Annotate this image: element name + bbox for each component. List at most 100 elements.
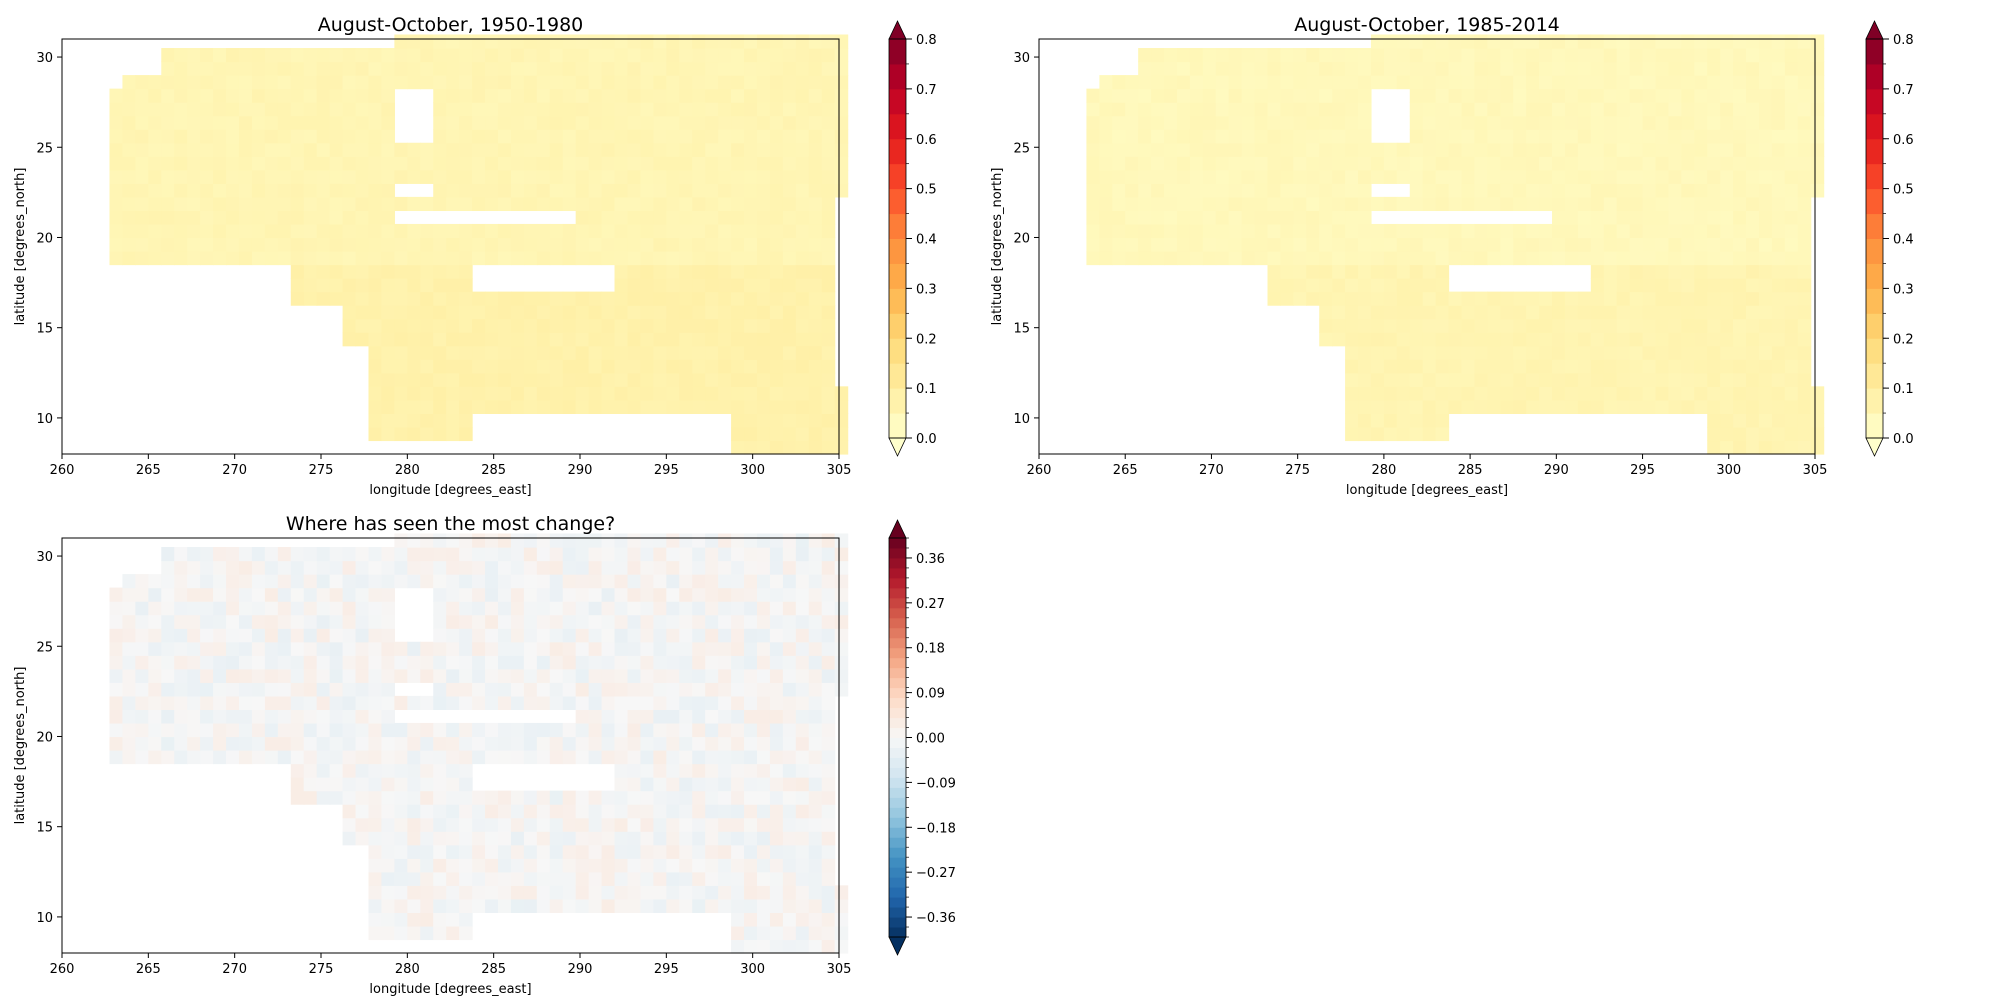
heatmap-cell [1435,75,1450,90]
heatmap-cell [1746,359,1760,374]
heatmap-cell [290,278,305,293]
heatmap-cell [536,817,551,832]
heatmap-cell [1746,115,1760,130]
heatmap-cell [329,736,344,751]
heatmap-cell [679,844,693,859]
heatmap-cell [562,547,577,562]
heatmap-cell [718,142,732,157]
heatmap-cell [213,156,227,171]
heatmap-cell [497,885,512,900]
heatmap-cell [1681,48,1695,63]
heatmap-cell [1370,318,1385,333]
heatmap-cell [1720,413,1734,428]
heatmap-cell [381,75,395,90]
heatmap-cell [1642,48,1657,63]
heatmap-cell [1396,332,1411,347]
heatmap-cell [497,183,512,198]
heatmap-cell [769,264,784,279]
heatmap-cell [329,48,344,63]
heatmap-cell [1603,278,1618,293]
heatmap-cell [1383,305,1398,320]
heatmap-cell [614,210,629,225]
heatmap-cell [1422,61,1437,76]
heatmap-cell [226,251,240,266]
heatmap-cell [731,61,745,76]
heatmap-cell [1448,291,1463,306]
heatmap-cell [148,251,162,266]
heatmap-cell [821,790,836,805]
heatmap-cell [575,61,590,76]
heatmap-cell [640,804,654,819]
heatmap-cell [459,777,473,792]
heatmap-cell [381,547,395,562]
heatmap-cell [368,196,383,212]
heatmap-cell [1733,142,1747,157]
heatmap-cell [1539,183,1553,198]
heatmap-cell [1590,129,1605,144]
heatmap-cell [705,386,719,401]
heatmap-cell [1746,142,1760,157]
heatmap-cell [1746,440,1760,455]
heatmap-cell [744,763,758,778]
heatmap-cell [303,763,318,778]
heatmap-cell [834,628,849,643]
heatmap-cell [1099,251,1113,266]
heatmap-cell [1707,237,1721,252]
heatmap-cell [446,871,460,886]
heatmap-cell [808,763,823,778]
heatmap-cell [692,305,706,320]
heatmap-cell [1552,399,1566,414]
heatmap-cell [821,440,836,455]
heatmap-cell [1694,48,1708,63]
heatmap-cell [808,426,823,442]
y-tick-label: 20 [36,231,53,246]
colorbar-segment [1866,163,1883,190]
heatmap-cell [705,858,719,873]
heatmap-cell [782,156,797,171]
heatmap-cell [1707,278,1721,293]
colorbar-segment [889,388,906,414]
heatmap-cell [549,386,564,401]
heatmap-cell [433,426,447,442]
heatmap-cell [614,777,629,792]
heatmap-cell [1733,440,1747,455]
heatmap-cell [627,844,642,859]
heatmap-cell [1577,305,1592,320]
heatmap-cell [264,547,279,562]
heatmap-cell [1758,196,1773,212]
heatmap-cell [420,278,434,293]
heatmap-cell [1215,210,1230,225]
heatmap-cell [238,682,253,697]
heatmap-cell [1487,318,1501,333]
heatmap-cell [744,831,758,846]
heatmap-cell [1474,237,1488,252]
heatmap-cell [769,682,784,697]
heatmap-cell [536,237,551,252]
heatmap-cell [666,278,680,293]
heatmap-cell [1733,359,1747,374]
heatmap-cell [614,251,629,266]
heatmap-cell [756,129,771,144]
heatmap-cell [1746,102,1760,117]
heatmap-cell [510,790,525,805]
heatmap-cell [1332,169,1346,184]
heatmap-cell [1784,318,1799,333]
heatmap-cell [627,264,642,279]
heatmap-cell [549,858,564,873]
heatmap-cell [238,75,253,90]
heatmap-cell [1241,251,1256,266]
heatmap-cell [640,169,654,184]
heatmap-cell [731,278,745,293]
heatmap-cell [277,587,292,602]
heatmap-cell [277,628,292,643]
heatmap-cell [834,547,849,562]
heatmap-cell [1370,413,1385,428]
heatmap-cell [692,898,706,913]
heatmap-cell [614,560,629,575]
heatmap-cell [1590,291,1605,306]
heatmap-cell [381,668,395,683]
heatmap-cell [1797,345,1812,360]
heatmap-cell [420,48,434,63]
heatmap-cell [1771,115,1786,130]
heatmap-cell [368,399,383,414]
